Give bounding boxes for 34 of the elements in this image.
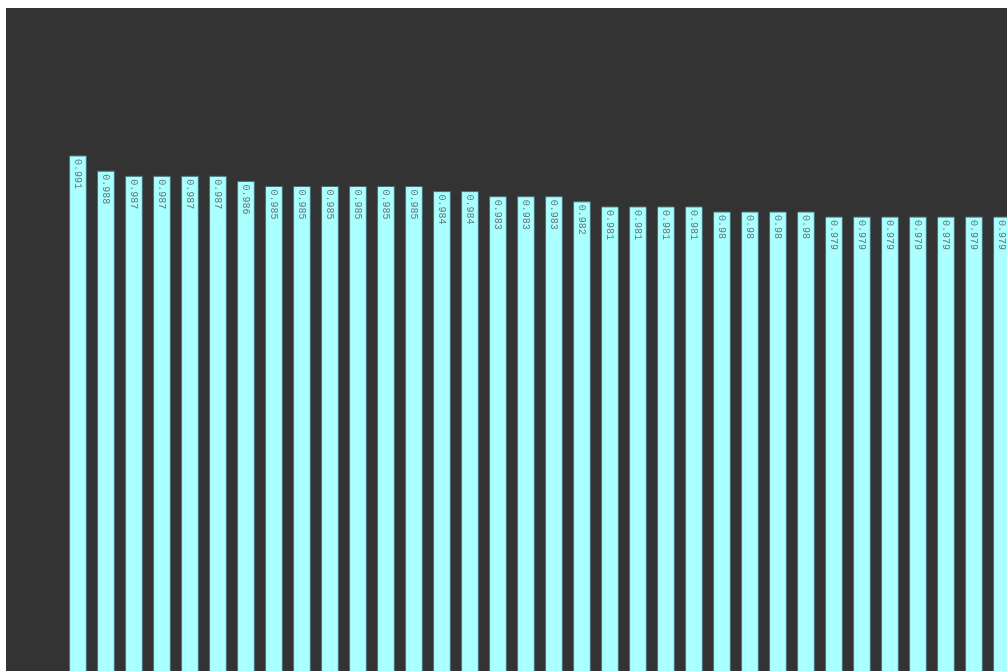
data-label: 0.985 — [324, 189, 336, 220]
data-label: 0.979 — [884, 220, 896, 251]
data-label: 0.982 — [576, 204, 588, 235]
data-label: 0.979 — [940, 220, 952, 251]
data-label: 0.983 — [492, 199, 504, 230]
data-label: 0.985 — [268, 189, 280, 220]
data-label: 0.987 — [212, 179, 224, 210]
data-label: 0.979 — [968, 220, 980, 251]
data-label: 0.98 — [744, 215, 756, 240]
data-label: 0.986 — [240, 184, 252, 215]
data-label: 0.979 — [828, 220, 840, 251]
data-label: 0.98 — [772, 215, 784, 240]
data-label: 0.981 — [688, 209, 700, 240]
data-label: 0.983 — [548, 199, 560, 230]
data-label: 0.991 — [72, 158, 84, 189]
data-label: 0.985 — [352, 189, 364, 220]
data-label: 0.98 — [800, 215, 812, 240]
data-label: 0.987 — [184, 179, 196, 210]
data-label: 0.981 — [632, 209, 644, 240]
data-label: 0.985 — [296, 189, 308, 220]
data-label: 0.985 — [408, 189, 420, 220]
data-label: 0.984 — [464, 194, 476, 225]
data-label: 0.987 — [156, 179, 168, 210]
data-label: 0.979 — [996, 220, 1007, 251]
data-label: 0.981 — [660, 209, 672, 240]
data-label: 0.984 — [436, 194, 448, 225]
data-label: 0.98 — [716, 215, 728, 240]
data-label: 0.979 — [856, 220, 868, 251]
data-label: 0.987 — [128, 179, 140, 210]
data-label: 0.988 — [100, 174, 112, 205]
data-label: 0.979 — [912, 220, 924, 251]
data-label: 0.981 — [604, 209, 616, 240]
data-label: 0.983 — [520, 199, 532, 230]
data-label: 0.985 — [380, 189, 392, 220]
